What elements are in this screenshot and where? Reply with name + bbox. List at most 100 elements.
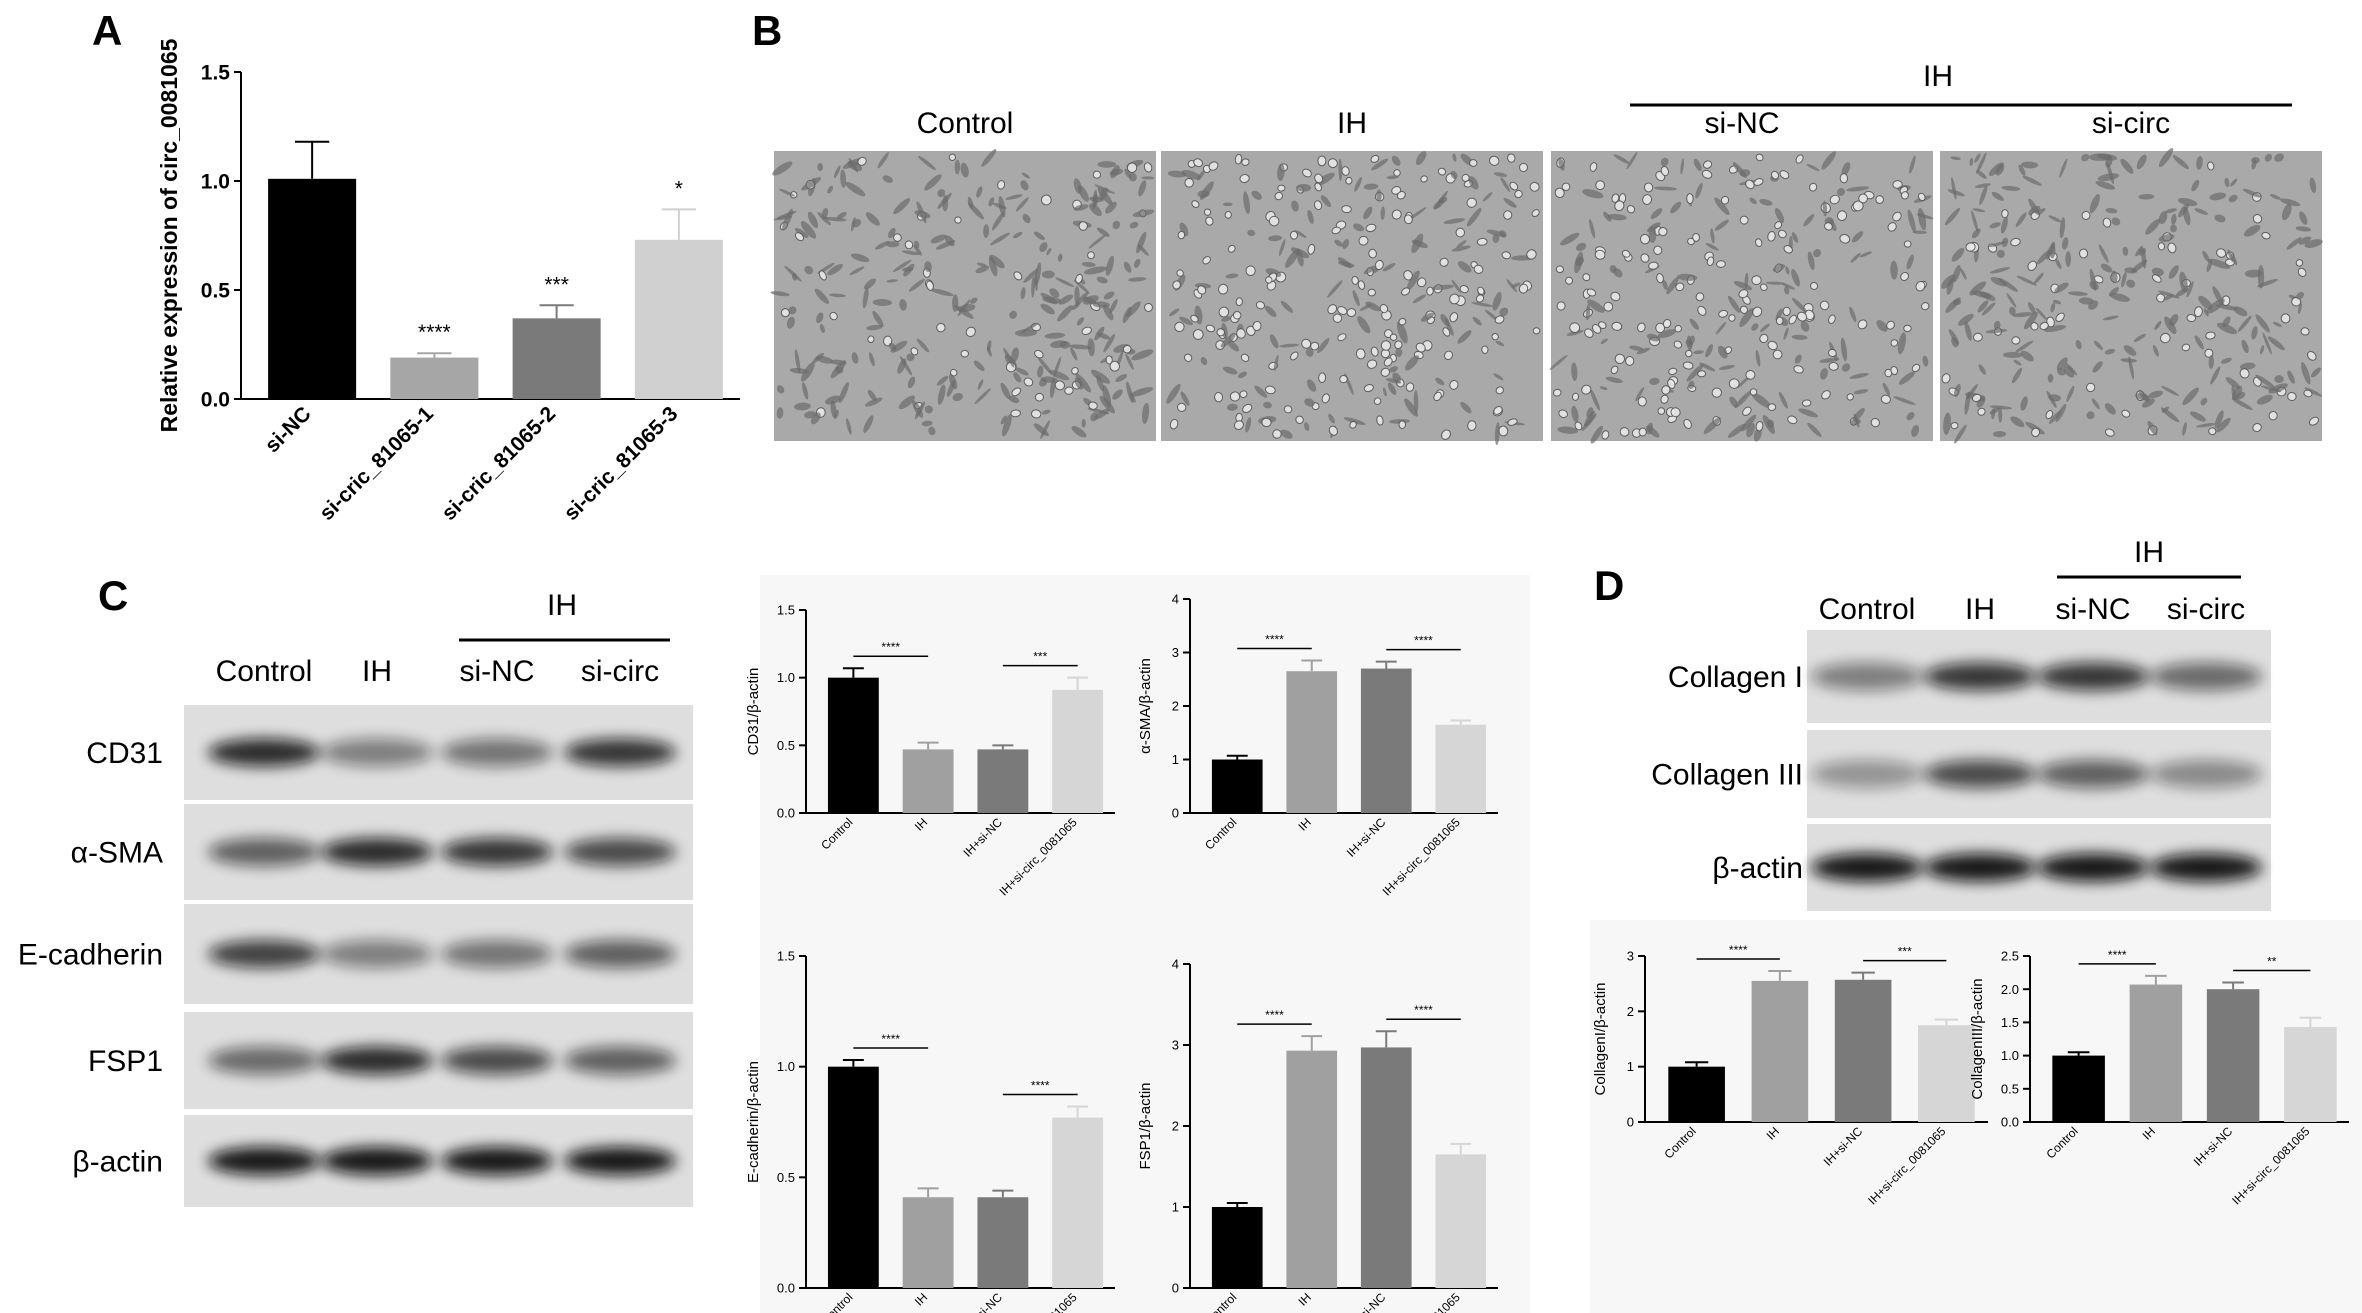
cell [2104, 348, 2116, 355]
cell [1239, 390, 1248, 398]
cell [2239, 362, 2256, 370]
cell [1673, 340, 1683, 349]
cell [1314, 182, 1323, 192]
cell [1451, 279, 1461, 294]
cell [1280, 300, 1294, 313]
cell [1637, 322, 1646, 333]
cell [816, 312, 824, 324]
cell [2093, 340, 2103, 351]
cell [1782, 306, 1791, 317]
cell [1003, 347, 1015, 368]
cell [1040, 376, 1058, 383]
cell [1954, 424, 1967, 444]
cell [1781, 282, 1796, 290]
cell [2141, 398, 2155, 408]
cell [1727, 295, 1741, 313]
cell [1971, 290, 1992, 299]
cell [2123, 345, 2137, 356]
cell [2001, 185, 2021, 191]
cell [937, 189, 946, 198]
cell [1205, 216, 1214, 226]
cell [1472, 316, 1482, 326]
cell [2027, 260, 2038, 271]
cell [1741, 414, 1757, 432]
cell [2170, 224, 2177, 233]
blot-band [321, 838, 433, 866]
cell [1112, 220, 1121, 230]
cell [1979, 185, 1988, 205]
cell [1693, 350, 1704, 355]
cell [1455, 227, 1466, 238]
cell [1493, 172, 1508, 177]
blot-band [321, 738, 433, 767]
blot-band [564, 1147, 676, 1175]
cell [1435, 377, 1445, 386]
cell [2158, 148, 2174, 168]
cell [1558, 409, 1569, 419]
cell [1571, 405, 1579, 423]
cell [1374, 259, 1384, 271]
cell [1960, 268, 1967, 280]
cell [1471, 302, 1493, 307]
cell [1221, 316, 1231, 322]
cell [2205, 331, 2216, 340]
cell [1346, 308, 1357, 318]
cell [1176, 269, 1184, 277]
cell [904, 240, 914, 250]
cell [1097, 161, 1117, 168]
cell [1141, 176, 1155, 180]
cell [1437, 167, 1447, 176]
cell [1993, 320, 2001, 330]
y-tick-label: 1.0 [777, 1059, 795, 1074]
cell [1807, 422, 1822, 438]
cell [1591, 324, 1602, 334]
blot-band [564, 940, 676, 968]
cell [2151, 274, 2162, 283]
cell [1263, 401, 1272, 409]
cell [1328, 413, 1335, 424]
cell [2257, 265, 2265, 289]
cell [1611, 193, 1620, 203]
cell [1977, 300, 1989, 313]
cell [794, 232, 805, 242]
cell [1656, 273, 1664, 284]
cell [1759, 333, 1769, 344]
y-tick-label: 0.0 [201, 388, 230, 411]
cell [1828, 348, 1837, 358]
cell [1092, 301, 1111, 308]
cell [1226, 403, 1238, 411]
cell [1386, 175, 1399, 180]
cell [1839, 173, 1849, 184]
cell [1208, 161, 1219, 171]
blot-band [441, 1147, 553, 1175]
cell [1405, 355, 1419, 371]
cell [1549, 354, 1568, 371]
cell [1917, 207, 1927, 231]
cell [2021, 161, 2039, 169]
cell [2220, 357, 2232, 364]
cell [1071, 367, 1079, 375]
cell [1387, 382, 1397, 395]
cell [1514, 189, 1523, 199]
cell [1794, 354, 1802, 364]
cell [1180, 391, 1190, 406]
cell [1978, 364, 1986, 375]
cell [2243, 224, 2261, 237]
cell [2161, 406, 2170, 413]
cell [2086, 411, 2095, 420]
cell [1203, 208, 1212, 216]
cell [1225, 273, 1239, 279]
cell [1382, 263, 1396, 272]
cell [1840, 337, 1848, 362]
y-tick-label: 2.0 [2001, 982, 2019, 997]
cell [1849, 306, 1857, 323]
cell [834, 165, 841, 179]
cell [1398, 420, 1406, 430]
cell [1444, 350, 1454, 361]
cell [2182, 387, 2200, 406]
cell [1318, 372, 1327, 384]
cell [1646, 333, 1661, 342]
cell [825, 395, 841, 405]
cell [1609, 265, 1617, 274]
cell [1586, 288, 1597, 297]
